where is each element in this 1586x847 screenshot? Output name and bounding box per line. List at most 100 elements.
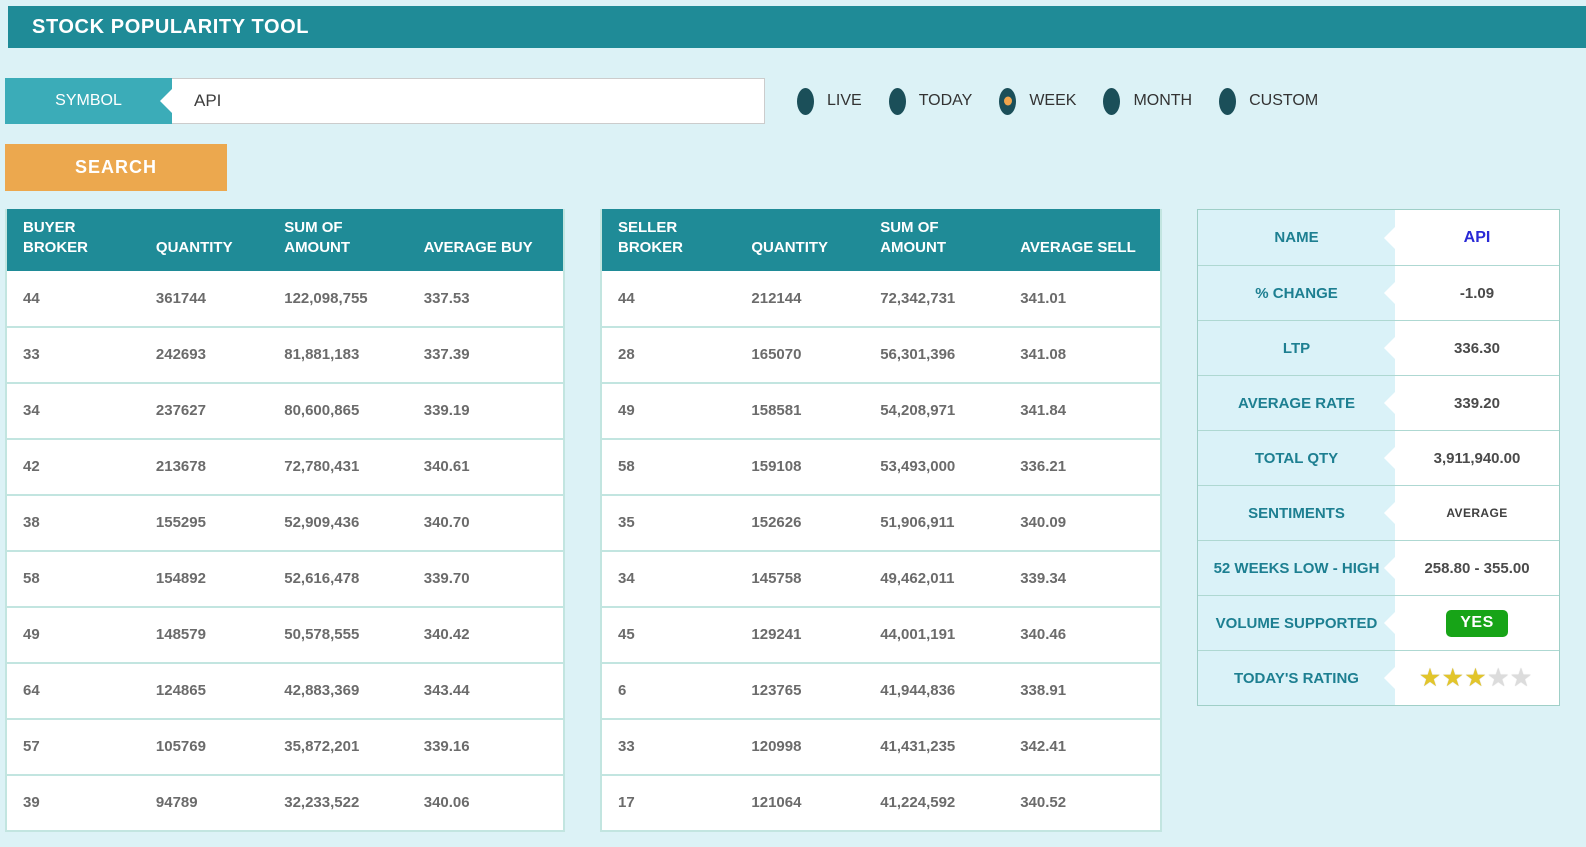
cell: 340.52 xyxy=(1020,794,1067,811)
cell: 45 xyxy=(618,626,635,643)
cell: 158581 xyxy=(751,402,802,419)
star-filled-icon: ★ xyxy=(1465,665,1489,690)
detail-value: -1.09 xyxy=(1395,266,1559,320)
cell: 339.70 xyxy=(423,570,470,587)
radio-button-icon[interactable] xyxy=(1219,87,1237,115)
detail-label: SENTIMENTS xyxy=(1198,486,1395,540)
page-title: STOCK POPULARITY TOOL xyxy=(32,15,310,38)
table-header-row: BUYER BROKER QUANTITY SUM OF AMOUNT AVERAGE… xyxy=(6,209,564,271)
cell: 39 xyxy=(23,794,40,811)
table-row: 33 120998 41,431,235 342.41 xyxy=(601,718,1161,775)
detail-value: AVERAGE xyxy=(1395,486,1559,540)
cell: 343.44 xyxy=(423,682,470,699)
cell: 56,301,396 xyxy=(880,346,956,363)
period-radio-custom[interactable]: CUSTOM xyxy=(1219,87,1319,115)
column-header-label: AVERAGE SELL xyxy=(1020,239,1136,257)
cell: 51,906,911 xyxy=(880,514,955,531)
detail-value: ★★★★★ xyxy=(1395,651,1559,705)
cell: 154892 xyxy=(155,570,206,587)
radio-button-icon[interactable] xyxy=(797,87,814,115)
cell: 341.01 xyxy=(1020,289,1067,307)
detail-row-ltp: LTP 336.30 xyxy=(1198,320,1559,375)
cell: 34 xyxy=(618,570,635,587)
cell: 6 xyxy=(618,682,627,699)
cell: 340.61 xyxy=(423,458,470,475)
period-radio-live[interactable]: LIVE xyxy=(797,87,862,115)
column-header-label: QUANTITY xyxy=(155,239,233,257)
cell: 145758 xyxy=(751,570,802,587)
period-radio-week[interactable]: WEEK xyxy=(999,87,1076,115)
symbol-input[interactable] xyxy=(172,78,765,124)
cell: 58 xyxy=(23,570,40,587)
detail-value: YES xyxy=(1395,596,1559,650)
period-radio-today[interactable]: TODAY xyxy=(888,87,973,115)
symbol-input-wrap xyxy=(172,78,765,124)
radio-button-icon[interactable] xyxy=(1103,87,1121,115)
cell: 17 xyxy=(618,794,635,811)
table-header-row: SELLER BROKER QUANTITY SUM OF AMOUNT AVERAG… xyxy=(601,209,1161,271)
cell: 129241 xyxy=(751,626,802,643)
rating-stars: ★★★★★ xyxy=(1420,667,1534,689)
table-row: 35 152626 51,906,911 340.09 xyxy=(601,494,1161,551)
column-header: AVERAGE BUY xyxy=(407,209,564,271)
detail-row-name: NAME API xyxy=(1198,210,1559,265)
star-empty-icon: ★ xyxy=(1488,665,1512,690)
column-header: SUM OF AMOUNT xyxy=(864,209,1005,271)
star-filled-icon: ★ xyxy=(1442,665,1466,690)
search-button[interactable]: SEARCH xyxy=(5,144,227,191)
column-header: SELLER BROKER xyxy=(601,209,736,271)
symbol-search-row: SYMBOL xyxy=(5,78,765,124)
cell: 339.34 xyxy=(1020,570,1067,587)
cell: 41,224,592 xyxy=(880,794,956,811)
cell: 49 xyxy=(23,626,40,643)
detail-row-change: % CHANGE -1.09 xyxy=(1198,265,1559,320)
period-label: MONTH xyxy=(1133,92,1193,109)
cell: 94789 xyxy=(155,794,198,811)
column-header-label: BUYER BROKER xyxy=(23,219,89,257)
cell: 57 xyxy=(23,738,40,755)
cell: 338.91 xyxy=(1020,682,1067,699)
detail-value: 3,911,940.00 xyxy=(1395,431,1559,485)
cell: 53,493,000 xyxy=(880,458,956,475)
radio-button-icon[interactable] xyxy=(999,87,1017,115)
column-header: QUANTITY xyxy=(139,209,269,271)
detail-label: NAME xyxy=(1198,210,1395,265)
period-label: CUSTOM xyxy=(1249,92,1319,109)
cell: 213678 xyxy=(155,458,206,475)
column-header: BUYER BROKER xyxy=(6,209,140,271)
table-row: 57 105769 35,872,201 339.16 xyxy=(6,718,564,775)
table-row: 39 94789 32,233,522 340.06 xyxy=(6,774,564,831)
cell: 28 xyxy=(618,346,635,363)
cell: 337.39 xyxy=(423,346,470,363)
cell: 341.84 xyxy=(1020,402,1067,419)
column-header-label: SUM OF AMOUNT xyxy=(284,219,351,257)
detail-label: 52 WEEKS LOW - HIGH xyxy=(1198,541,1395,595)
detail-row-volume-supported: VOLUME SUPPORTED YES xyxy=(1198,595,1559,650)
cell: 41,944,836 xyxy=(880,682,956,699)
cell: 33 xyxy=(618,738,635,755)
cell: 120998 xyxy=(751,738,802,755)
cell: 148579 xyxy=(155,626,206,643)
cell: 49 xyxy=(618,402,635,419)
cell: 340.06 xyxy=(423,794,470,811)
cell: 340.70 xyxy=(423,514,470,531)
detail-label: TODAY'S RATING xyxy=(1198,651,1395,705)
cell: 49,462,011 xyxy=(880,570,955,587)
app-header: STOCK POPULARITY TOOL xyxy=(8,6,1586,48)
radio-button-icon[interactable] xyxy=(888,87,906,115)
period-radio-month[interactable]: MONTH xyxy=(1103,87,1193,115)
detail-value: 258.80 - 355.00 xyxy=(1395,541,1559,595)
period-label: TODAY xyxy=(918,92,973,109)
cell: 54,208,971 xyxy=(880,402,956,419)
detail-value: API xyxy=(1395,210,1559,265)
cell: 32,233,522 xyxy=(284,794,360,811)
cell: 159108 xyxy=(751,458,802,475)
cell: 242693 xyxy=(155,346,206,363)
detail-row-sentiments: SENTIMENTS AVERAGE xyxy=(1198,485,1559,540)
table-row: 33 242693 81,881,183 337.39 xyxy=(6,326,564,383)
column-header: QUANTITY xyxy=(735,209,865,271)
symbol-label: SYMBOL xyxy=(5,78,172,124)
cell: 72,342,731 xyxy=(880,289,956,307)
cell: 124865 xyxy=(155,682,206,699)
star-filled-icon: ★ xyxy=(1420,665,1443,690)
